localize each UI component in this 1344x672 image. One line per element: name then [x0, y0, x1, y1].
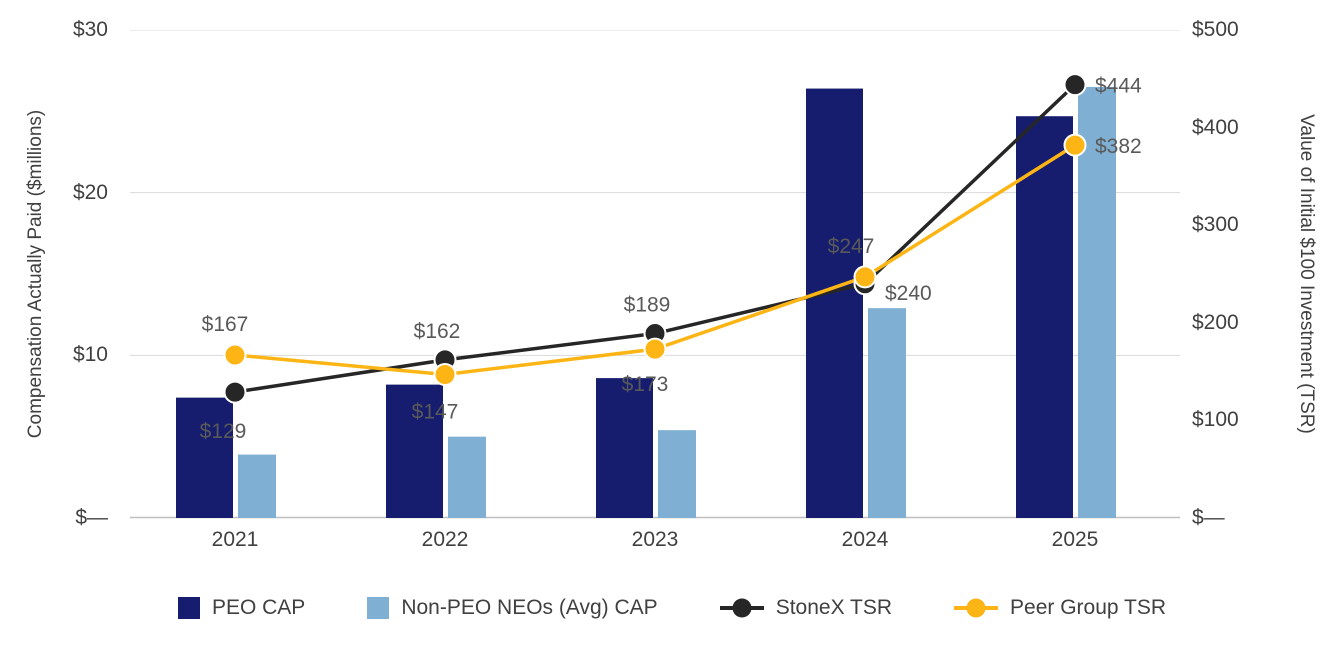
legend-square-swatch: [177, 597, 200, 619]
legend: PEO CAP Non-PEO NEOs (Avg) CAP StoneX TSR P…: [0, 588, 1344, 628]
bar-peo-cap-2022: [386, 384, 443, 518]
point-peer-group-tsr-2022: [433, 363, 457, 387]
bar-non-peo-neos-avg-cap-2025: [1078, 86, 1116, 518]
data-label-peer-group-tsr-2021: $167: [202, 313, 249, 336]
point-peer-group-tsr-2021: [223, 343, 247, 367]
right-axis-tick-0: $—: [1192, 506, 1225, 529]
legend-label: Peer Group TSR: [1010, 596, 1167, 619]
right-axis-tick-4: $400: [1192, 115, 1239, 139]
legend-label: Non-PEO NEOs (Avg) CAP: [401, 596, 658, 619]
right-axis-ticks: $— $100 $200 $300 $400 $500: [1192, 18, 1312, 529]
data-label-stonex-tsr-2021: $129: [200, 420, 247, 443]
data-label-stonex-tsr-2025: $444: [1095, 75, 1142, 98]
legend-label: StoneX TSR: [775, 596, 893, 619]
data-label-stonex-tsr-2024: $240: [885, 282, 932, 305]
left-axis-ticks: $— $10 $20 $30: [0, 18, 120, 529]
data-label-peer-group-tsr-2025: $382: [1095, 135, 1142, 158]
right-axis-tick-3: $300: [1192, 213, 1239, 237]
point-peer-group-tsr-2024: [853, 265, 877, 289]
bar-peo-cap-2024: [806, 88, 863, 518]
bar-non-peo-neos-avg-cap-2021: [238, 454, 276, 518]
data-label-peer-group-tsr-2024: $247: [828, 235, 875, 258]
legend-line-swatch: [954, 598, 999, 618]
left-axis-tick-2: $20: [72, 180, 108, 204]
data-label-stonex-tsr-2023: $189: [624, 294, 671, 317]
x-label-2023: 2023: [631, 528, 679, 551]
right-axis-tick-2: $200: [1192, 310, 1239, 334]
point-peer-group-tsr-2023: [643, 337, 667, 361]
bar-peo-cap-2021: [176, 397, 233, 518]
bar-peo-cap-2023: [596, 378, 653, 518]
plot-area: $129 $162 $189 $240 $444 $167 $147 $173 $247 $382: [130, 30, 1180, 519]
legend-line-dot: [966, 598, 986, 618]
x-axis-labels: 2021 2022 2023 2024 2025: [130, 528, 1180, 552]
legend-item-peo-cap: PEO CAP: [177, 596, 306, 620]
right-axis-tick-1: $100: [1192, 408, 1239, 432]
x-label-2022: 2022: [421, 528, 469, 551]
bar-non-peo-neos-avg-cap-2023: [658, 430, 696, 518]
data-label-peer-group-tsr-2022: $147: [412, 401, 459, 424]
bar-non-peo-neos-avg-cap-2022: [448, 436, 486, 518]
right-axis-tick-5: $500: [1192, 18, 1239, 41]
x-label-2024: 2024: [841, 528, 889, 551]
point-stonex-tsr-2025: [1063, 73, 1087, 97]
bar-peo-cap-2025: [1016, 116, 1073, 519]
left-axis-tick-0: $—: [75, 506, 108, 529]
left-axis-tick-1: $10: [72, 343, 108, 367]
x-label-2025: 2025: [1051, 528, 1099, 551]
legend-item-peer-group-tsr: Peer Group TSR: [954, 596, 1166, 620]
left-axis-tick-3: $30: [72, 18, 108, 41]
legend-item-stonex-tsr: StoneX TSR: [719, 596, 893, 620]
point-stonex-tsr-2021: [223, 380, 247, 404]
data-label-peer-group-tsr-2023: $173: [622, 373, 669, 396]
legend-line-swatch: [719, 598, 764, 618]
point-peer-group-tsr-2025: [1063, 133, 1087, 157]
legend-label: PEO CAP: [211, 596, 306, 619]
legend-line-dot: [732, 598, 752, 618]
bar-non-peo-neos-avg-cap-2024: [868, 308, 906, 518]
x-label-2021: 2021: [211, 528, 259, 551]
legend-square-swatch: [367, 597, 390, 619]
data-label-stonex-tsr-2022: $162: [414, 320, 461, 343]
legend-item-non-peo-neos-avg-cap: Non-PEO NEOs (Avg) CAP: [367, 596, 658, 620]
